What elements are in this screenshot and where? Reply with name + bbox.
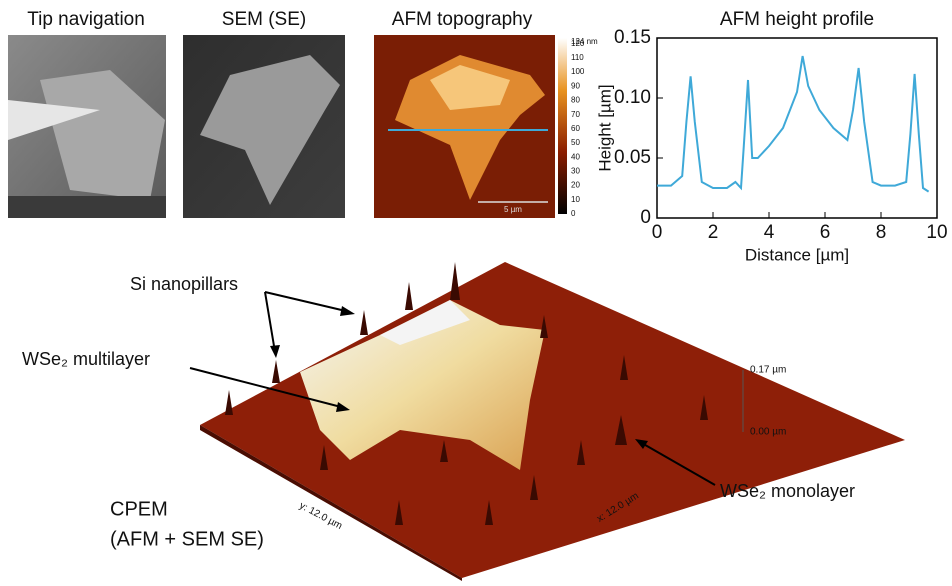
x-tick-label: 4 <box>764 222 775 243</box>
colorbar <box>558 38 567 214</box>
caption: CPEM <box>110 498 168 520</box>
y-tick-label: 0.05 <box>614 147 651 168</box>
colorbar-tick: 10 <box>571 195 580 204</box>
x-axis-label: Distance [µm] <box>745 245 849 264</box>
x-tick-label: 10 <box>926 222 947 243</box>
y-axis-label: Height [µm] <box>595 84 614 171</box>
colorbar-tick: 0 <box>571 209 576 218</box>
x-tick-label: 2 <box>708 222 719 243</box>
colorbar-tick: 60 <box>571 124 580 133</box>
y-tick-label: 0.10 <box>614 87 651 108</box>
afm-3d-surface <box>200 262 905 578</box>
info-bar <box>8 196 166 218</box>
x-tick-label: 6 <box>820 222 831 243</box>
colorbar-tick: 20 <box>571 181 580 190</box>
colorbar-tick: 120 <box>571 39 585 48</box>
colorbar-tick: 40 <box>571 152 580 161</box>
colorbar-tick: 30 <box>571 167 580 176</box>
colorbar-tick: 80 <box>571 96 580 105</box>
chart-title: AFM height profile <box>720 9 874 30</box>
z-label: 0.00 µm <box>750 427 786 438</box>
annotation: WSe₂ monolayer <box>720 481 855 501</box>
annotation: WSe₂ multilayer <box>22 349 150 369</box>
colorbar-tick: 100 <box>571 67 585 76</box>
x-tick-label: 0 <box>652 222 663 243</box>
y-tick-label: 0 <box>640 207 651 228</box>
caption: (AFM + SEM SE) <box>110 528 264 550</box>
line-chart: AFM height profile 0 0.05 0.10 0.15 0 2 4 6 8 10 Di… <box>595 9 947 264</box>
y-tick-label: 0.15 <box>614 27 651 48</box>
panel-title: SEM (SE) <box>222 9 306 30</box>
colorbar-tick: 70 <box>571 110 580 119</box>
panel-title: Tip navigation <box>27 9 145 30</box>
profile-line <box>657 56 929 192</box>
x-tick-label: 8 <box>876 222 887 243</box>
colorbar-tick: 50 <box>571 138 580 147</box>
colorbar-tick: 110 <box>571 53 584 62</box>
z-label: 0.17 µm <box>750 365 786 376</box>
annotation: Si nanopillars <box>130 274 238 294</box>
panel-title: AFM topography <box>392 9 533 30</box>
plot-frame <box>657 38 937 218</box>
scale-label: 5 µm <box>504 205 522 214</box>
figure: Tip navigation SEM (SE) AFM topography 5… <box>0 0 952 581</box>
colorbar-tick: 90 <box>571 81 580 90</box>
